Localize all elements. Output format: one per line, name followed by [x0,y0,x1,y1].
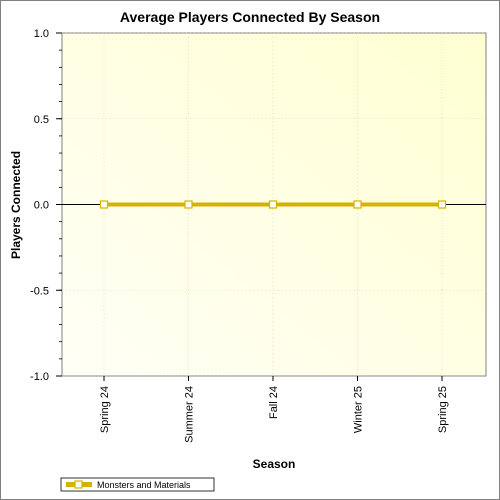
legend-box [60,477,215,492]
y-axis-label: Players Connected [9,151,23,259]
y-tick-label: 0.5 [34,114,49,126]
x-tick-label: Summer 24 [184,386,196,443]
data-point [353,200,362,209]
x-tick-label: Fall 24 [268,386,280,419]
x-tick-label: Spring 25 [437,386,449,433]
y-tick-label: -1.0 [30,371,49,383]
chart-title: Average Players Connected By Season [120,9,380,25]
legend: Monsters and Materials [60,477,215,492]
data-point [184,200,193,209]
x-axis-label: Season [253,457,296,471]
data-point [268,200,278,209]
x-tick-label: Winter 25 [353,386,365,433]
data-point [437,200,447,209]
data-point [99,200,109,209]
x-tick-labels: Spring 24 Summer 24 Fall 24 Winter 25 Spring… [99,386,449,443]
y-tick-label: 1.0 [34,28,49,40]
y-tick-labels: 1.0 0.5 0.0 -0.5 -1.0 [30,28,49,383]
x-tick-label: Spring 24 [99,386,111,433]
y-tick-label: -0.5 [30,285,49,297]
legend-label: Monsters and Materials [97,480,191,490]
series-lines [99,200,447,209]
grid-lines [62,32,486,377]
y-tick-label: 0.0 [34,200,49,212]
legend-marker-icon [74,480,83,489]
